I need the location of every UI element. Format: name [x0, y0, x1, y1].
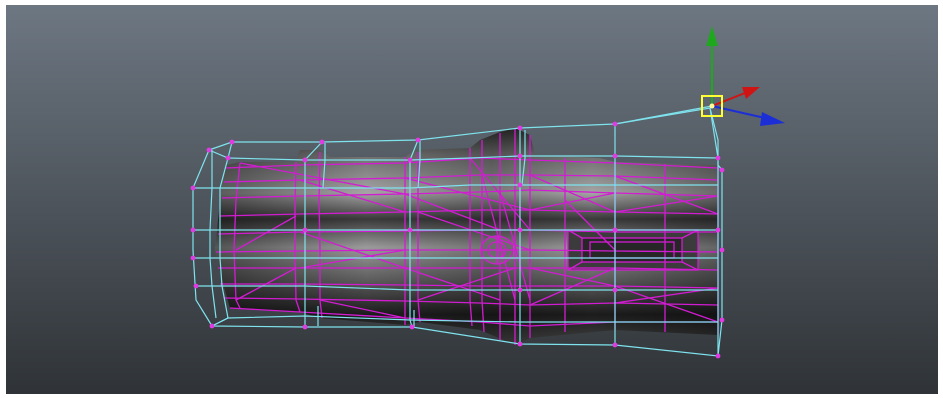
z-axis-arrow-icon[interactable]	[760, 112, 785, 126]
move-tool-manipulator-icon[interactable]	[701, 26, 785, 126]
z-axis-handle[interactable]	[711, 105, 766, 119]
cage-vertices[interactable]	[190, 121, 725, 359]
x-axis-arrow-icon[interactable]	[742, 87, 760, 99]
manipulator-pivot[interactable]	[701, 95, 723, 117]
manipulator-center	[709, 103, 715, 109]
y-axis-arrow-icon[interactable]	[706, 26, 718, 46]
x-axis-handle[interactable]	[711, 92, 746, 107]
